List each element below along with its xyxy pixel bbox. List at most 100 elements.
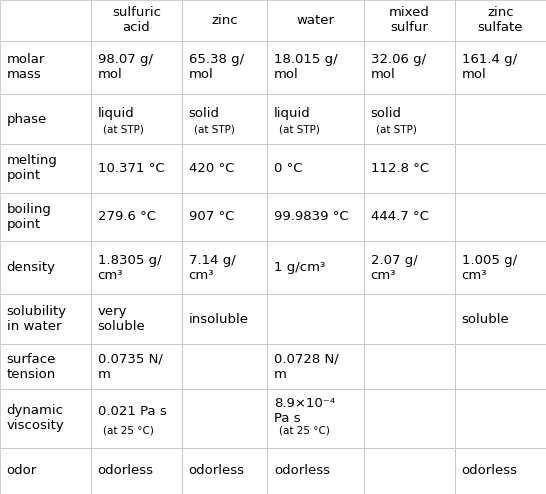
Text: 0.021 Pa s: 0.021 Pa s [98, 405, 167, 418]
Text: surface
tension: surface tension [7, 353, 56, 380]
Bar [0, 241, 91, 294]
Bar [267, 389, 364, 448]
Text: (at STP): (at STP) [194, 124, 235, 134]
Bar [364, 241, 455, 294]
Bar [182, 294, 267, 344]
Bar [267, 241, 364, 294]
Text: liquid: liquid [98, 107, 134, 120]
Text: solubility
in water: solubility in water [7, 305, 67, 333]
Text: (at 25 °C): (at 25 °C) [103, 425, 154, 435]
Text: molar
mass: molar mass [7, 53, 45, 81]
Bar [364, 294, 455, 344]
Text: 161.4 g/
mol: 161.4 g/ mol [461, 53, 517, 81]
Text: zinc
sulfate: zinc sulfate [478, 6, 523, 34]
Text: 8.9×10⁻⁴
Pa s: 8.9×10⁻⁴ Pa s [274, 397, 335, 425]
Text: dynamic
viscosity: dynamic viscosity [7, 405, 64, 432]
Bar [0, 294, 91, 344]
Bar [267, 193, 364, 241]
Text: 279.6 °C: 279.6 °C [98, 210, 156, 223]
Bar [0, 448, 91, 494]
Text: odorless: odorless [274, 464, 330, 477]
Bar [91, 193, 182, 241]
Bar [91, 144, 182, 193]
Bar [91, 448, 182, 494]
Bar [267, 0, 364, 41]
Text: 32.06 g/
mol: 32.06 g/ mol [371, 53, 426, 81]
Bar [91, 41, 182, 94]
Bar [0, 41, 91, 94]
Text: phase: phase [7, 113, 47, 125]
Bar [182, 41, 267, 94]
Bar [364, 193, 455, 241]
Bar [182, 389, 267, 448]
Text: 1 g/cm³: 1 g/cm³ [274, 261, 325, 274]
Bar [267, 294, 364, 344]
Bar [364, 344, 455, 389]
Text: mixed
sulfur: mixed sulfur [389, 6, 430, 34]
Bar [455, 0, 546, 41]
Text: boiling
point: boiling point [7, 203, 51, 231]
Bar [91, 241, 182, 294]
Text: odorless: odorless [461, 464, 518, 477]
Text: odorless: odorless [98, 464, 153, 477]
Bar [455, 193, 546, 241]
Bar [0, 193, 91, 241]
Text: 0 °C: 0 °C [274, 162, 302, 175]
Bar [455, 144, 546, 193]
Bar [364, 144, 455, 193]
Text: 0.0728 N/
m: 0.0728 N/ m [274, 353, 339, 380]
Bar [182, 448, 267, 494]
Text: zinc: zinc [211, 14, 238, 27]
Bar [364, 41, 455, 94]
Text: 0.0735 N/
m: 0.0735 N/ m [98, 353, 162, 380]
Text: solid: solid [188, 107, 219, 120]
Text: (at STP): (at STP) [103, 124, 144, 134]
Bar [0, 94, 91, 144]
Bar [267, 94, 364, 144]
Text: 7.14 g/
cm³: 7.14 g/ cm³ [188, 254, 235, 282]
Text: 18.015 g/
mol: 18.015 g/ mol [274, 53, 337, 81]
Bar [0, 144, 91, 193]
Text: very
soluble: very soluble [98, 305, 145, 333]
Bar [267, 344, 364, 389]
Bar [91, 344, 182, 389]
Bar [0, 344, 91, 389]
Text: sulfuric
acid: sulfuric acid [112, 6, 161, 34]
Bar [364, 448, 455, 494]
Bar [182, 241, 267, 294]
Bar [182, 144, 267, 193]
Bar [91, 0, 182, 41]
Text: 1.005 g/
cm³: 1.005 g/ cm³ [461, 254, 517, 282]
Text: 65.38 g/
mol: 65.38 g/ mol [188, 53, 244, 81]
Bar [267, 144, 364, 193]
Bar [364, 389, 455, 448]
Text: 99.9839 °C: 99.9839 °C [274, 210, 348, 223]
Text: 98.07 g/
mol: 98.07 g/ mol [98, 53, 152, 81]
Text: 420 °C: 420 °C [188, 162, 234, 175]
Bar [455, 94, 546, 144]
Text: 907 °C: 907 °C [188, 210, 234, 223]
Bar [91, 94, 182, 144]
Text: soluble: soluble [461, 313, 509, 326]
Bar [455, 344, 546, 389]
Text: 2.07 g/
cm³: 2.07 g/ cm³ [371, 254, 417, 282]
Text: 444.7 °C: 444.7 °C [371, 210, 429, 223]
Text: 10.371 °C: 10.371 °C [98, 162, 164, 175]
Text: (at 25 °C): (at 25 °C) [279, 425, 330, 435]
Text: melting
point: melting point [7, 155, 57, 182]
Text: (at STP): (at STP) [279, 124, 320, 134]
Bar [455, 389, 546, 448]
Bar [455, 448, 546, 494]
Bar [182, 193, 267, 241]
Bar [0, 0, 91, 41]
Bar [0, 389, 91, 448]
Text: 112.8 °C: 112.8 °C [371, 162, 429, 175]
Bar [267, 41, 364, 94]
Bar [455, 241, 546, 294]
Bar [91, 294, 182, 344]
Text: (at STP): (at STP) [376, 124, 417, 134]
Bar [455, 294, 546, 344]
Text: solid: solid [371, 107, 401, 120]
Bar [182, 0, 267, 41]
Bar [182, 94, 267, 144]
